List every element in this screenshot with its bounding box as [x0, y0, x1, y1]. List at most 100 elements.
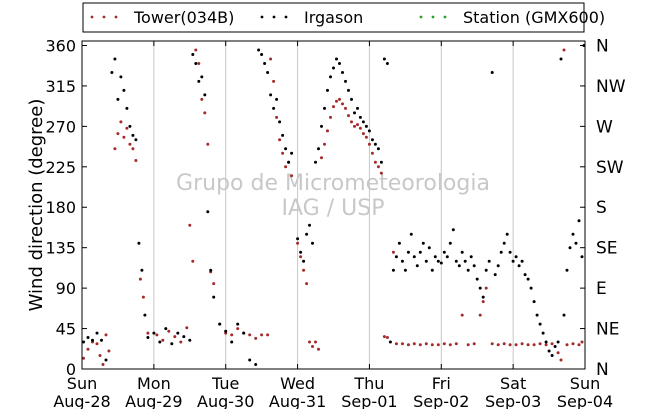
data-point [442, 250, 446, 254]
data-point [466, 268, 470, 272]
data-point [191, 259, 195, 263]
compass-tick-label: SE [596, 239, 618, 259]
data-point [128, 124, 132, 128]
data-point [436, 343, 440, 347]
y-tick-label: 135 [45, 239, 76, 258]
compass-tick-label: E [596, 279, 607, 299]
data-point [140, 268, 144, 272]
data-point [478, 313, 482, 317]
y-tick-label: 270 [45, 117, 76, 136]
data-point [128, 142, 132, 146]
x-tick-day: Thu [353, 374, 384, 393]
data-point [266, 333, 270, 337]
data-point [571, 232, 575, 236]
data-point [538, 322, 542, 326]
data-point [382, 57, 386, 61]
data-point [281, 133, 285, 137]
data-point [418, 250, 422, 254]
data-point [100, 338, 103, 342]
data-point [391, 268, 395, 272]
data-point [541, 331, 545, 335]
data-point [353, 124, 356, 128]
data-point [344, 79, 347, 83]
data-point [436, 259, 440, 263]
compass-tick-label: N [596, 36, 609, 56]
data-point [350, 120, 353, 124]
data-point [544, 340, 548, 344]
data-point [475, 277, 479, 281]
x-tick-label: Sep-02 [413, 392, 469, 409]
compass-tick-label: NE [596, 320, 619, 340]
data-point [272, 79, 276, 83]
y-tick-label: 360 [45, 36, 76, 55]
data-point [514, 343, 518, 347]
data-point [188, 338, 192, 342]
x-tick-day: Sun [570, 374, 600, 393]
data-point [167, 329, 171, 333]
data-point [526, 343, 530, 347]
y-axis-label: Wind direction (degree) [26, 99, 47, 312]
data-point [329, 115, 332, 119]
legend-marker [419, 15, 423, 19]
data-point [430, 343, 434, 347]
data-point [373, 160, 377, 164]
data-point [391, 250, 395, 254]
watermark: Grupo de Micrometeorologia IAG / USP [176, 171, 490, 221]
data-point [209, 268, 213, 272]
data-point [379, 160, 383, 164]
data-point [113, 57, 117, 61]
data-point [466, 343, 470, 347]
data-point [170, 342, 174, 346]
watermark-line-2: IAG / USP [282, 196, 385, 221]
data-point [269, 93, 273, 97]
data-point [347, 88, 350, 92]
data-point [361, 132, 365, 136]
data-point [496, 343, 500, 347]
data-point [341, 102, 344, 106]
data-point [203, 93, 207, 97]
legend-box [82, 2, 585, 33]
data-point [406, 250, 410, 254]
data-point [146, 331, 150, 335]
data-point [82, 340, 85, 344]
data-point [308, 223, 311, 227]
data-point [550, 354, 554, 357]
data-point [421, 241, 425, 245]
data-point [131, 147, 135, 151]
data-point [373, 142, 377, 146]
compass-tick-label: S [596, 198, 607, 218]
data-point [580, 340, 584, 344]
compass-tick-label: SW [596, 158, 624, 178]
y-tick-label: 45 [56, 320, 76, 339]
x-tick-day: Sat [500, 374, 526, 393]
plot-frame [81, 40, 586, 370]
data-point [502, 342, 506, 346]
data-point [302, 268, 306, 272]
data-point [91, 338, 94, 342]
data-point [568, 246, 572, 250]
legend: Tower(034B) Irgason Station (GMX600) [82, 2, 605, 33]
data-point [332, 105, 335, 109]
data-point [367, 142, 371, 146]
data-point [529, 286, 533, 290]
data-point [430, 268, 434, 272]
data-point [272, 106, 276, 110]
data-point [335, 99, 338, 103]
data-point [275, 115, 279, 119]
x-tick-label: Aug-28 [53, 392, 110, 409]
data-point [457, 264, 461, 268]
data-point [119, 75, 123, 79]
data-point [559, 57, 563, 61]
data-point [520, 259, 524, 263]
data-point [344, 106, 347, 110]
data-point [523, 273, 527, 277]
data-point [358, 126, 362, 130]
data-point [281, 151, 285, 155]
data-point [496, 264, 500, 268]
data-point [203, 111, 207, 115]
data-point [311, 345, 314, 348]
data-point [131, 133, 135, 137]
data-point [356, 106, 359, 110]
data-point [164, 327, 168, 331]
compass-axis: N NE E SE S SW W NW N [596, 36, 626, 380]
